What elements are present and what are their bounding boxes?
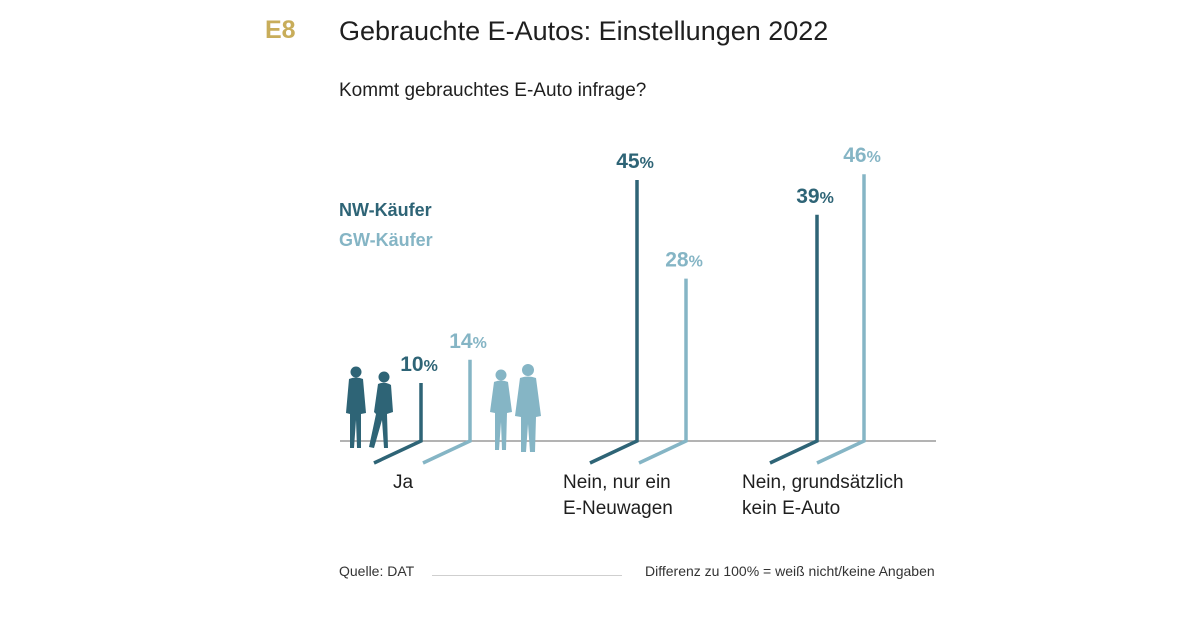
legend-nw: NW-Käufer [339,200,432,220]
bar-nw-1 [589,180,639,465]
data-label: 39% [796,185,834,208]
people-silhouette-light-icon [490,364,541,452]
category-label: Nein, grundsätzlich kein E-Auto [742,472,904,519]
data-label: 45% [616,150,654,173]
legend-gw: GW-Käufer [339,230,433,250]
bar-nw-2 [769,214,819,465]
bar-gw-2 [816,174,866,465]
source-note: Quelle: DAT [339,563,415,579]
people-silhouette-dark-icon [346,366,393,448]
chart-title: Gebrauchte E-Autos: Einstellungen 2022 [339,16,829,46]
bar-gw-0 [422,359,472,465]
chart-code: E8 [265,16,296,44]
bar-nw-0 [373,383,423,465]
category-label: Nein, nur ein E-Neuwagen [563,472,673,519]
footnote: Differenz zu 100% = weiß nicht/keine Ang… [645,563,935,579]
footer-divider [432,575,622,576]
data-label: 28% [665,249,703,272]
data-label: 46% [843,144,881,167]
chart-question: Kommt gebrauchtes E-Auto infrage? [339,80,647,101]
bar-gw-1 [638,278,688,465]
data-label: 10% [400,353,438,376]
category-label: Ja [393,472,414,493]
data-label: 14% [449,330,487,353]
